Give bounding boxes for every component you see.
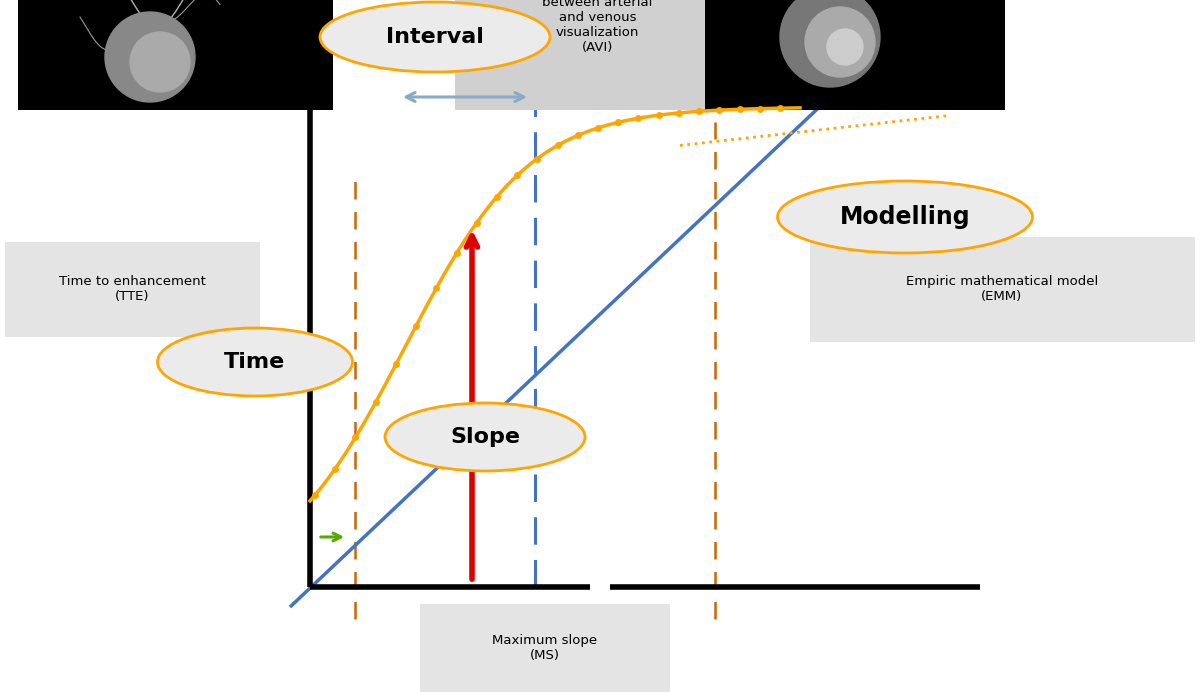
- Text: Slope: Slope: [450, 427, 520, 447]
- Ellipse shape: [320, 2, 550, 72]
- Text: Empiric mathematical model
(EMM): Empiric mathematical model (EMM): [906, 275, 1098, 303]
- FancyBboxPatch shape: [5, 242, 260, 337]
- Text: Time: Time: [224, 352, 286, 372]
- Ellipse shape: [778, 181, 1032, 253]
- Circle shape: [106, 12, 194, 102]
- Circle shape: [780, 0, 880, 87]
- Text: Time to enhancement
(TTE): Time to enhancement (TTE): [59, 275, 205, 303]
- Ellipse shape: [157, 328, 353, 396]
- FancyBboxPatch shape: [706, 0, 1006, 110]
- FancyBboxPatch shape: [420, 604, 670, 692]
- Circle shape: [130, 32, 190, 92]
- Ellipse shape: [385, 403, 586, 471]
- Text: Interval: Interval: [386, 27, 484, 47]
- Text: Time interval
between arterial
and venous
visualization
(AVI): Time interval between arterial and venou…: [542, 0, 653, 54]
- Circle shape: [827, 29, 863, 65]
- Text: Maximum slope
(MS): Maximum slope (MS): [492, 634, 598, 662]
- Text: Modelling: Modelling: [840, 205, 971, 229]
- FancyBboxPatch shape: [455, 0, 740, 110]
- FancyBboxPatch shape: [18, 0, 334, 110]
- FancyBboxPatch shape: [810, 237, 1195, 342]
- Circle shape: [805, 7, 875, 77]
